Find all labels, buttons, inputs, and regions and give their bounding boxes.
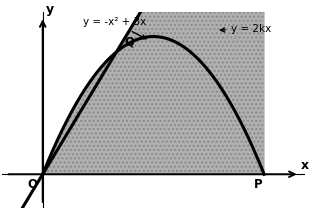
Text: Q: Q xyxy=(124,35,134,48)
Text: y = -x² + 3x: y = -x² + 3x xyxy=(83,17,147,39)
Text: P: P xyxy=(254,177,262,190)
Polygon shape xyxy=(43,0,264,174)
Text: O: O xyxy=(27,177,37,190)
Text: x: x xyxy=(301,159,309,172)
Text: y = 2kx: y = 2kx xyxy=(221,24,271,34)
Text: y: y xyxy=(46,3,54,16)
